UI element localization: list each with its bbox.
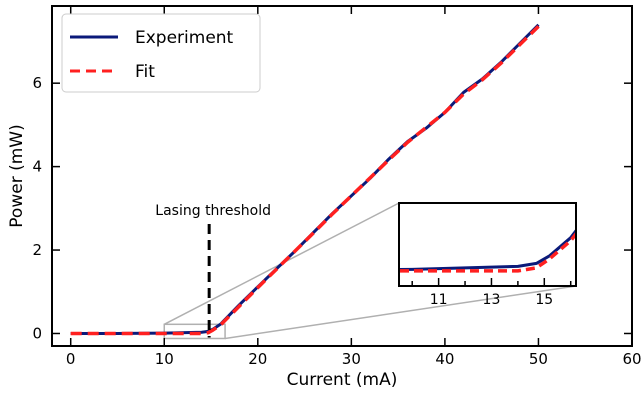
x-tick-label: 0 [66, 350, 76, 368]
inset-zoom-plot: 11 13 15 [398, 202, 577, 308]
inset-frame [398, 202, 577, 287]
inset-background [399, 203, 576, 286]
inset-x-tick-label: 15 [535, 292, 553, 308]
inset-series-line-experiment [399, 228, 576, 272]
y-axis-label: Power (mW) [7, 124, 27, 227]
zoom-box [163, 323, 226, 340]
zoom-connector-bottom [224, 285, 577, 340]
y-tick-label: 2 [32, 241, 42, 259]
main-plot-area: 0 10 20 30 40 50 60 0 2 4 6 [32, 5, 642, 368]
plot-frame [51, 5, 633, 347]
x-tick-label: 20 [248, 350, 267, 368]
legend-box [61, 13, 261, 93]
legend-label-fit: Fit [135, 62, 155, 82]
inset-x-tick-label: 11 [430, 292, 448, 308]
inset-x-tick-label: 13 [483, 292, 501, 308]
axes-ticks: 0 10 20 30 40 50 60 0 2 4 6 [32, 6, 642, 368]
y-tick-label: 6 [32, 74, 42, 92]
x-tick-label: 40 [435, 350, 454, 368]
legend: Experiment Fit [61, 13, 261, 93]
x-tick-label: 30 [342, 350, 361, 368]
threshold-label: Lasing threshold [155, 203, 271, 219]
series-line-fit [70, 25, 540, 336]
series-lines [70, 23, 540, 336]
threshold-annotation: Lasing threshold [155, 203, 271, 338]
x-tick-label: 50 [529, 350, 548, 368]
inset-series [399, 228, 576, 273]
legend-label-experiment: Experiment [135, 28, 234, 48]
x-tick-label: 10 [155, 350, 174, 368]
inset-series-line-fit [399, 231, 576, 273]
x-tick-label: 60 [622, 350, 641, 368]
y-tick-label: 0 [32, 324, 42, 342]
x-axis-label: Current (mA) [287, 370, 398, 390]
y-tick-label: 4 [32, 158, 42, 176]
